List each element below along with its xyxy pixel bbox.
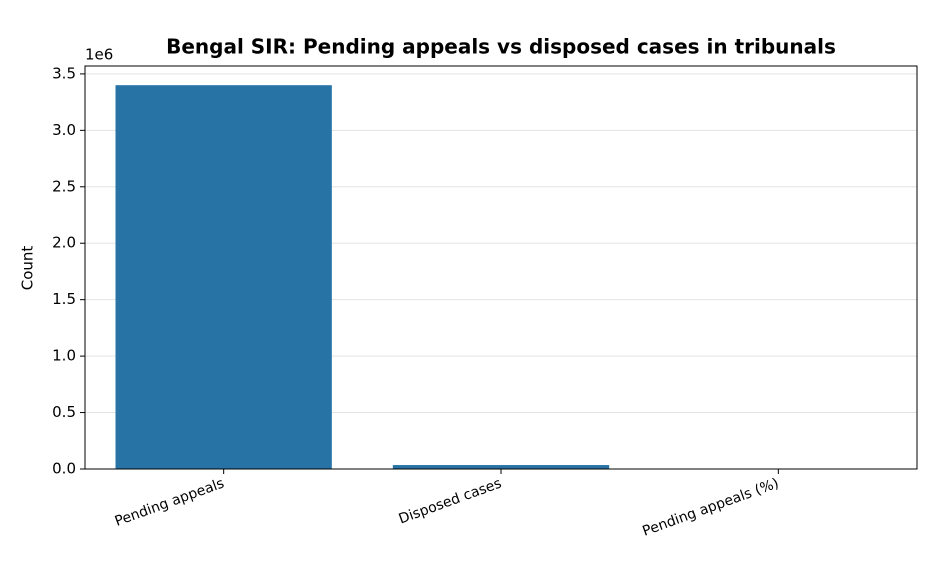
y-tick-label: 1.5 xyxy=(52,290,76,308)
y-tick-label: 3.0 xyxy=(52,121,76,139)
plot-frame xyxy=(84,65,918,470)
y-tick-label: 1.0 xyxy=(52,347,76,365)
x-tick-label: Pending appeals xyxy=(113,475,227,529)
y-tick-label: 3.5 xyxy=(52,64,76,82)
chart-title: Bengal SIR: Pending appeals vs disposed … xyxy=(166,35,836,59)
y-tick-label: 2.0 xyxy=(52,234,76,252)
bar xyxy=(115,85,332,469)
y-tick-label: 0.5 xyxy=(52,403,76,421)
bar xyxy=(392,465,610,469)
y-tick-label: 2.5 xyxy=(52,177,76,195)
x-tick-label: Disposed cases xyxy=(397,475,504,527)
y-offset-label: 1e6 xyxy=(85,46,113,64)
y-axis-label: Count xyxy=(19,246,37,291)
x-tick-label: Pending appeals (%) xyxy=(640,475,781,539)
y-tick-label: 0.0 xyxy=(52,460,76,478)
